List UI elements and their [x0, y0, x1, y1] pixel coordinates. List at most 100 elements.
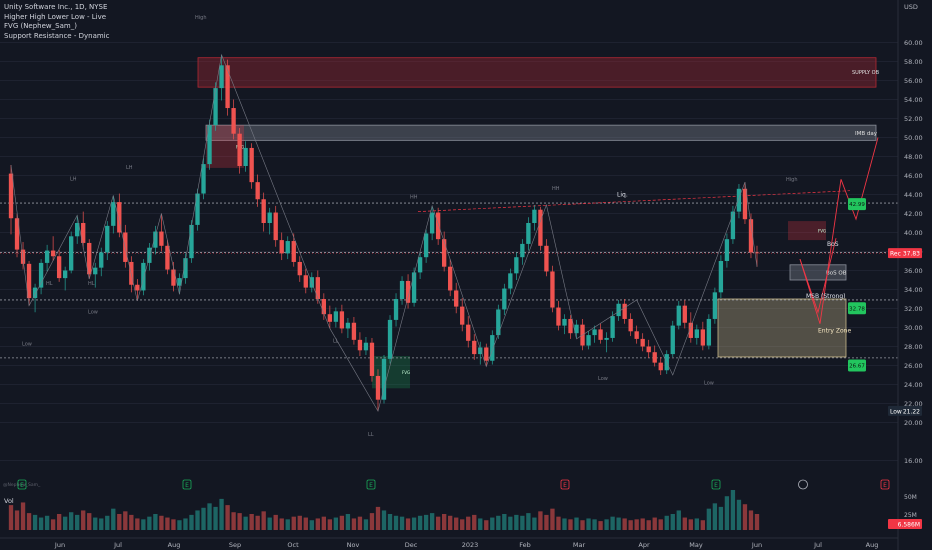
symbol-title[interactable]: Unity Software Inc., 1D, NYSE: [4, 3, 108, 11]
volume-bar: [508, 516, 513, 530]
indicator-hhll[interactable]: Higher High Lower Low - Live: [4, 12, 107, 21]
volume-bar: [357, 516, 363, 530]
indicator-fvg[interactable]: FVG (Nephew_Sam_): [4, 22, 77, 30]
zone-label: BoS OB: [826, 270, 847, 276]
volume-bar: [93, 517, 98, 530]
volume-bar: [285, 519, 290, 530]
x-tick-label: Jun: [751, 541, 762, 549]
price-badge-text: Low: [890, 408, 902, 415]
y-tick-label: 24.00: [904, 381, 923, 389]
volume-bar: [598, 521, 603, 530]
y-tick-label: 50.00: [904, 134, 923, 142]
annotation-layer: High LH HL Low HH LL High Low Low HL LH LL HH Low Liq.…: [10, 15, 879, 438]
candle-body: [622, 303, 627, 319]
candle-body: [604, 337, 609, 340]
volume-bar: [75, 514, 80, 530]
volume-bar: [261, 511, 266, 530]
levels-layer: [0, 190, 898, 359]
volume-bar: [351, 518, 357, 530]
candle-body: [490, 335, 495, 361]
level-badge-text: 26.67: [849, 364, 865, 370]
candle-body: [171, 269, 176, 286]
volume-bar: [105, 515, 110, 530]
volume-bar: [604, 519, 609, 530]
volume-bar: [706, 508, 712, 530]
volume-bar: [123, 511, 128, 530]
candle-body: [724, 239, 730, 261]
x-tick-label: Oct: [287, 541, 299, 549]
candle-body: [616, 303, 621, 317]
zone-box: [197, 57, 877, 88]
candle-body: [141, 262, 146, 291]
volume-bar: [99, 518, 104, 530]
candle-body: [117, 202, 122, 233]
volume-bar: [429, 513, 435, 530]
volume-bar: [165, 517, 170, 530]
gridlines: [0, 42, 898, 461]
candle-body: [177, 278, 182, 286]
candle-body: [508, 273, 513, 289]
candle-body: [574, 324, 579, 334]
candle-body: [26, 263, 32, 299]
volume-bar: [544, 514, 549, 530]
x-axis[interactable]: Jun Jul Aug Sep Oct Nov Dec 2023 Feb Mar Apr May Jun…: [0, 479, 898, 549]
swing-label: Low: [598, 376, 608, 382]
volume-bar: [490, 517, 495, 530]
earnings-icon-glyph: E: [714, 482, 718, 489]
candle-body: [159, 231, 164, 246]
price-badge: [888, 405, 922, 416]
swing-label: Low: [88, 309, 98, 315]
volume-bar: [724, 496, 730, 530]
candle-body: [405, 280, 411, 303]
y-tick-label: 58.00: [904, 58, 923, 66]
volume-bar: [622, 518, 627, 530]
volume-bar: [327, 519, 333, 530]
candle-body: [297, 261, 302, 276]
volume-badge-text: 6.586M: [898, 522, 920, 529]
candle-body: [634, 331, 639, 339]
y-tick-label: 20.00: [904, 419, 923, 427]
candle-body: [189, 224, 194, 259]
candle-body: [417, 257, 423, 273]
candle-body: [610, 316, 615, 338]
volume-bar: [345, 514, 351, 530]
price-badge-value: 37.83: [903, 251, 920, 258]
candles-layer: [8, 54, 760, 412]
x-tick-label: Jun: [54, 541, 65, 549]
candle-body: [381, 358, 387, 400]
y-axis[interactable]: 60.00 58.00 56.00 54.00 52.00 50.00 48.00 46.00…: [897, 0, 923, 550]
volume-bar: [237, 513, 242, 530]
volume-bar: [694, 518, 699, 530]
volume-bar: [538, 511, 543, 530]
indicator-sr[interactable]: Support Resistance - Dynamic: [4, 31, 110, 40]
volume-bar: [556, 516, 561, 530]
swing-label: LH: [70, 176, 77, 182]
swing-label: HL: [88, 281, 95, 287]
x-tick-label: Apr: [638, 541, 650, 549]
volume-bar: [550, 508, 555, 530]
candle-body: [478, 347, 483, 355]
volume-bar: [255, 515, 260, 530]
chart-legend: Unity Software Inc., 1D, NYSE Higher Hig…: [4, 3, 109, 41]
candle-body: [562, 318, 567, 326]
volume-bar: [231, 512, 236, 530]
volume-bar: [339, 515, 345, 530]
volume-bar: [8, 505, 14, 530]
candle-body: [237, 133, 242, 166]
candle-body: [105, 225, 110, 253]
volume-bar: [520, 515, 525, 530]
watermark-handle: @Nephew_Sam_: [3, 482, 41, 488]
volume-bar: [514, 514, 519, 530]
candle-body: [147, 247, 152, 263]
earnings-icon: [560, 479, 570, 490]
volume-bar: [315, 518, 320, 530]
zone-box: [205, 124, 877, 141]
candle-body: [8, 173, 14, 219]
candle-body: [357, 339, 363, 351]
volume-bar: [712, 503, 718, 530]
y-tick-label: 34.00: [904, 286, 923, 294]
volume-bar: [321, 516, 327, 530]
candle-body: [532, 209, 537, 223]
y-tick-label: 56.00: [904, 77, 923, 85]
